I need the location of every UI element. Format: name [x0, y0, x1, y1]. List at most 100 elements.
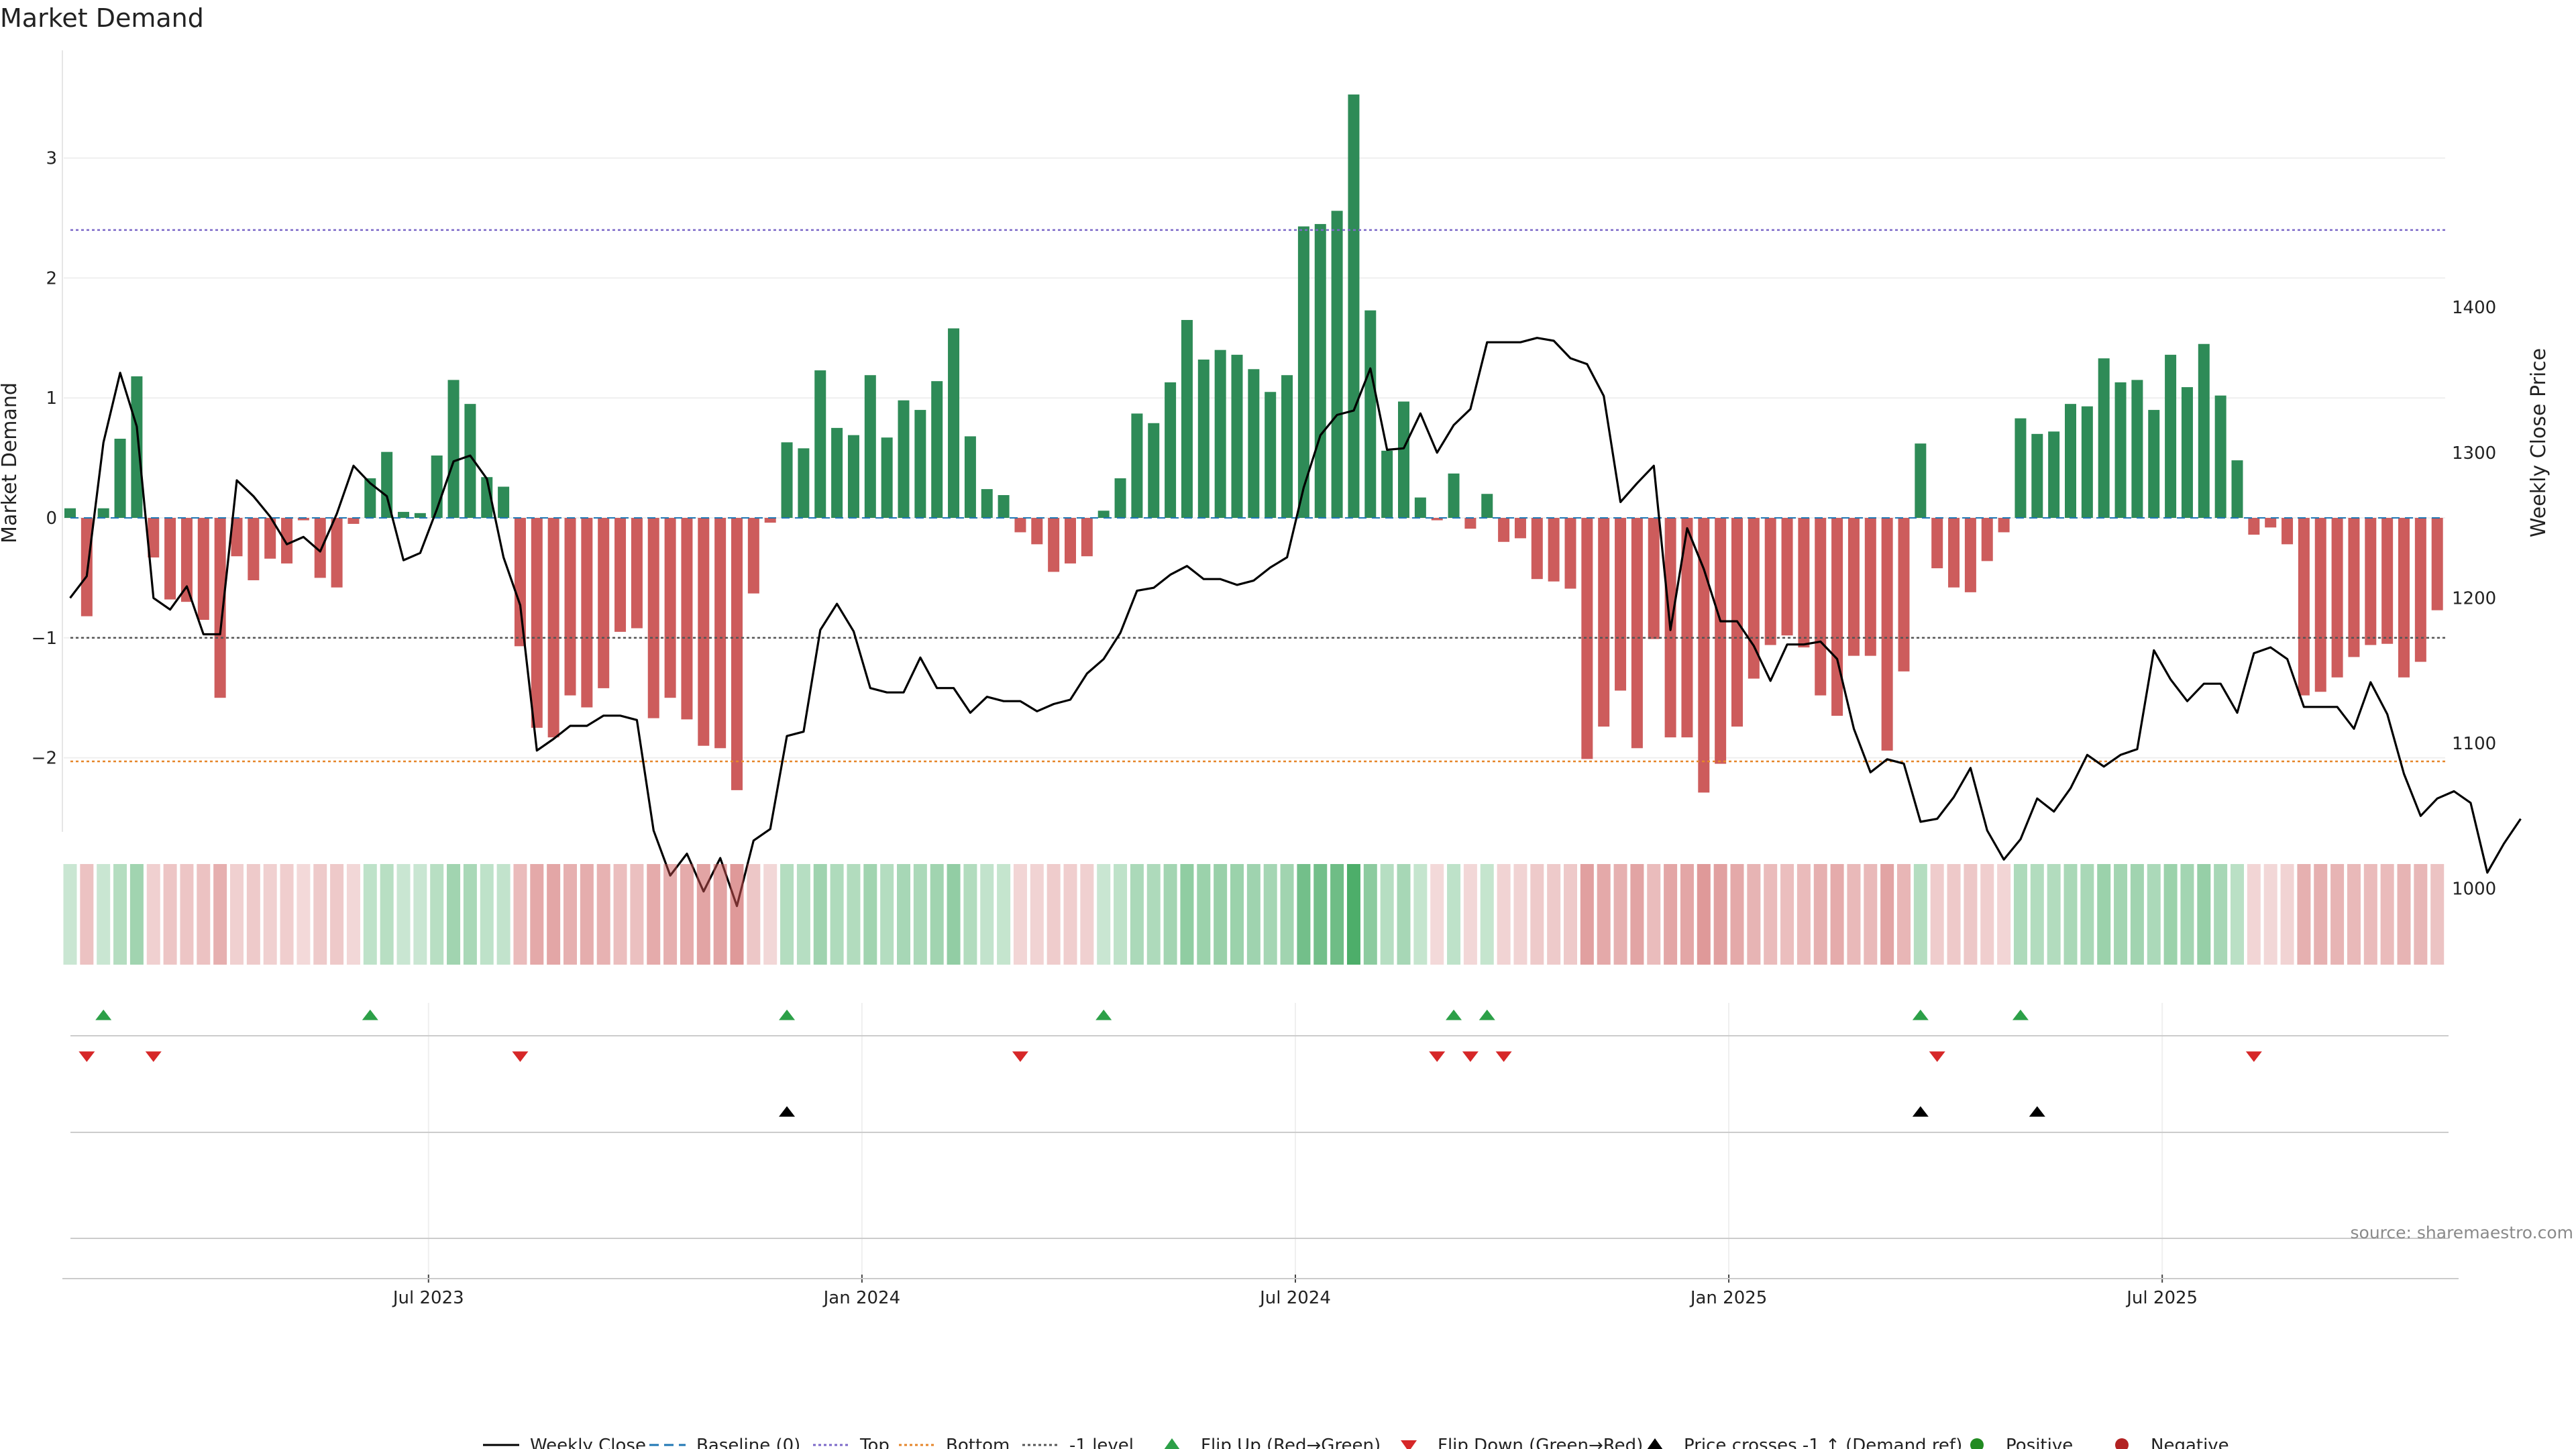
- flip-down-marker: [2245, 1051, 2262, 1062]
- demand-bar-negative: [164, 518, 176, 600]
- heat-strip-cell: [213, 864, 227, 965]
- heat-strip-cell: [1580, 864, 1594, 965]
- y-axis-right-label: Weekly Close Price: [2527, 348, 2551, 537]
- flip-down-marker: [1929, 1051, 1945, 1062]
- demand-bar-positive: [2131, 380, 2143, 518]
- demand-bar-negative: [1531, 518, 1543, 580]
- demand-bar-negative: [314, 518, 326, 578]
- heat-strip-cell: [547, 864, 561, 965]
- demand-bar-positive: [1314, 223, 1326, 518]
- demand-bar-negative: [214, 518, 226, 698]
- heat-strip-cell: [1397, 864, 1411, 965]
- heat-strip-cell: [1280, 864, 1294, 965]
- demand-bar-positive: [398, 512, 409, 518]
- y-axis-left-label: Market Demand: [0, 382, 21, 543]
- demand-bar-negative: [1581, 518, 1593, 759]
- heat-strip-cell: [129, 864, 144, 965]
- heat-strip-cell: [930, 864, 944, 965]
- heat-strip-cell: [1480, 864, 1494, 965]
- flip-down-marker: [145, 1051, 162, 1062]
- heat-strip-cell: [564, 864, 577, 965]
- heat-strip-cell: [2397, 864, 2411, 965]
- demand-bar-negative: [197, 518, 209, 620]
- demand-bar-negative: [1564, 518, 1576, 589]
- heat-strip-cell: [2214, 864, 2228, 965]
- heat-strip-cell: [663, 864, 678, 965]
- demand-bar-negative: [1548, 518, 1560, 582]
- demand-bar-negative: [1998, 518, 2010, 533]
- heat-strip-cell: [897, 864, 910, 965]
- demand-bar-negative: [647, 518, 659, 718]
- demand-bar-negative: [1864, 518, 1876, 656]
- heat-strip-cell: [1013, 864, 1027, 965]
- flip-up-marker: [1479, 1010, 1495, 1020]
- heat-strip-cell: [913, 864, 927, 965]
- demand-bar-positive: [1348, 94, 1360, 518]
- demand-bar-positive: [1364, 310, 1377, 518]
- demand-bar-negative: [347, 518, 360, 524]
- heat-strip-cell: [1930, 864, 1944, 965]
- demand-bar-negative: [2365, 518, 2377, 645]
- demand-bar-positive: [1214, 350, 1226, 518]
- demand-bar-negative: [1598, 518, 1610, 727]
- y-left-tick-label: −1: [32, 629, 57, 649]
- heat-strip-cell: [1947, 864, 1961, 965]
- heat-strip-cell: [1163, 864, 1177, 965]
- heat-strip-cell: [1380, 864, 1394, 965]
- demand-bar-negative: [1681, 518, 1693, 738]
- heat-strip-cell: [346, 864, 360, 965]
- demand-bar-positive: [2015, 418, 2027, 518]
- y-right-tick-label: 1000: [2452, 879, 2496, 900]
- heat-strip-cell: [863, 864, 877, 965]
- heat-strip-cell: [513, 864, 527, 965]
- heat-strip-cell: [2363, 864, 2377, 965]
- y-right-tick-label: 1200: [2452, 588, 2496, 608]
- heat-strip-cell: [880, 864, 894, 965]
- heat-strip-cell: [980, 864, 994, 965]
- heat-strip-cell: [2414, 864, 2428, 965]
- demand-bar-negative: [231, 518, 243, 557]
- demand-bar-positive: [831, 427, 843, 518]
- heat-strip-cell: [297, 864, 311, 965]
- demand-bar-positive: [2048, 431, 2060, 518]
- demand-bar-positive: [1398, 401, 1409, 518]
- demand-bar-positive: [1414, 497, 1426, 518]
- heat-strip-cell: [696, 864, 710, 965]
- demand-bar-positive: [414, 513, 426, 518]
- demand-bar-negative: [581, 518, 593, 708]
- heat-strip-cell: [647, 864, 661, 965]
- demand-bar-positive: [447, 380, 460, 518]
- heat-strip-cell: [596, 864, 610, 965]
- demand-bar-positive: [948, 328, 960, 518]
- legend-icon: [2115, 1438, 2129, 1449]
- heat-strip-cell: [2114, 864, 2128, 965]
- demand-bar-positive: [131, 376, 143, 518]
- y-left-tick-label: 3: [46, 149, 57, 169]
- heat-strip-cell: [480, 864, 494, 965]
- demand-bar-positive: [1114, 478, 1126, 518]
- heat-strip-cell: [997, 864, 1011, 965]
- heat-strip-cell: [1796, 864, 1811, 965]
- demand-bar-negative: [1715, 518, 1727, 764]
- heat-strip-cell: [630, 864, 644, 965]
- source-note: source: sharemaestro.com: [2351, 1223, 2574, 1242]
- y-left-tick-label: 2: [46, 268, 57, 288]
- heat-strip-cell: [2347, 864, 2361, 965]
- y-left-tick-label: 0: [46, 508, 57, 529]
- demand-bar-negative: [248, 518, 260, 580]
- y-right-tick-label: 1100: [2452, 734, 2496, 754]
- demand-bar-negative: [1764, 518, 1776, 645]
- heat-strip-cell: [197, 864, 211, 965]
- heat-strip-cell: [146, 864, 160, 965]
- heat-strip-cell: [80, 864, 94, 965]
- heat-strip-cell: [2147, 864, 2161, 965]
- demand-bar-positive: [931, 381, 943, 518]
- demand-bar-negative: [547, 518, 559, 738]
- demand-bar-negative: [1831, 518, 1843, 716]
- demand-bar-negative: [514, 518, 526, 647]
- heat-strip-cell: [246, 864, 260, 965]
- heat-strip-cell: [730, 864, 744, 965]
- demand-bar-negative: [2398, 518, 2410, 678]
- heat-strip-cell: [430, 864, 444, 965]
